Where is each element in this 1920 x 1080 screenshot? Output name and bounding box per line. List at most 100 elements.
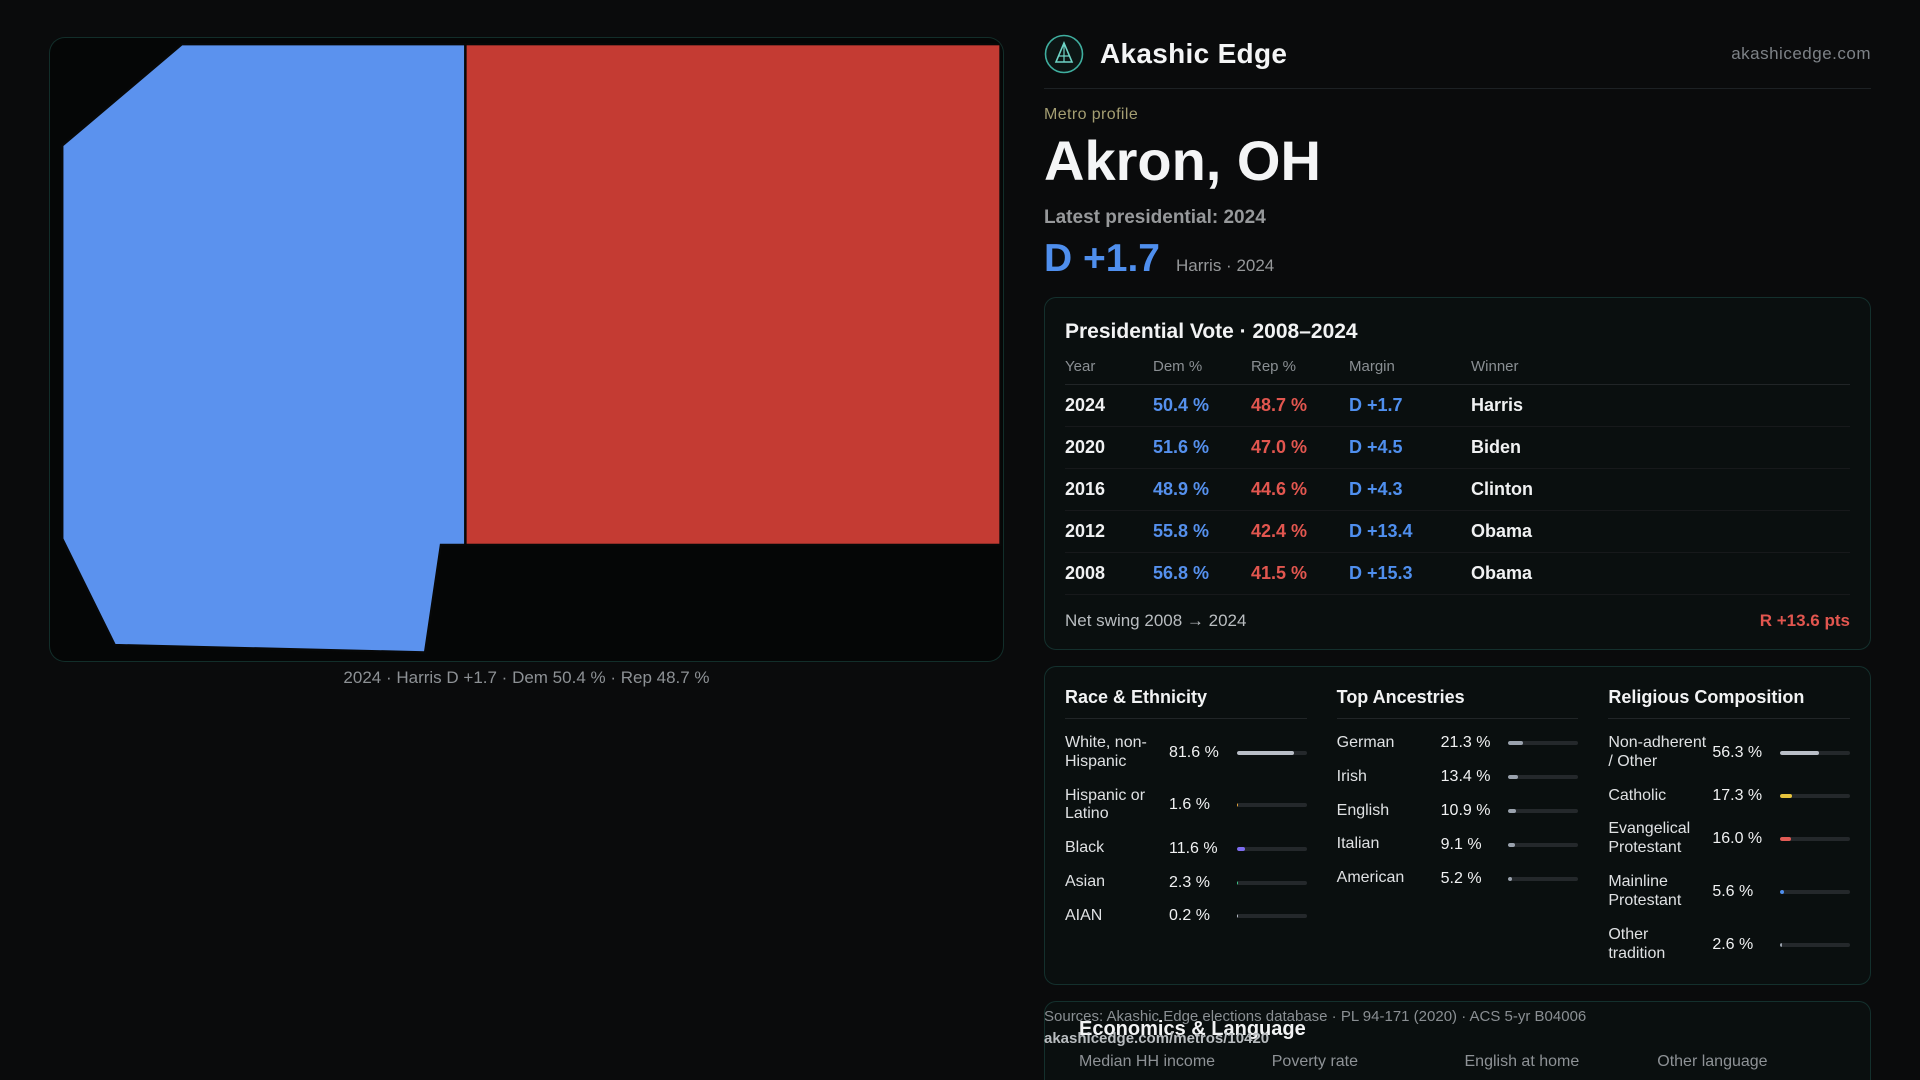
demo-row: American 5.2 % — [1337, 869, 1579, 888]
demo-row: Catholic 17.3 % — [1608, 787, 1850, 806]
demo-value: 2.6 % — [1712, 935, 1754, 953]
demo-bar-track — [1780, 793, 1850, 798]
cell-margin: D +15.3 — [1349, 562, 1413, 583]
cell-winner: Clinton — [1471, 478, 1533, 499]
economics-panel: Economics & Language Median HH income $5… — [1044, 1000, 1871, 1080]
cell-year: 2012 — [1065, 520, 1106, 541]
demo-bar-fill — [1508, 775, 1518, 780]
cell-rep: 47.0 % — [1251, 436, 1308, 457]
metro-profile-kicker: Metro profile — [1044, 106, 1139, 123]
vote-table-row: 2020 51.6 % 47.0 % D +4.5 Biden — [1065, 427, 1850, 469]
header-divider — [1044, 88, 1871, 89]
map-caption: 2024 · Harris D +1.7 · Dem 50.4 % · Rep … — [343, 668, 710, 687]
headline-margin-context: Harris · 2024 — [1176, 255, 1275, 275]
demo-value: 1.6 % — [1169, 796, 1210, 814]
cell-margin: D +1.7 — [1349, 394, 1403, 415]
demo-bar-track — [1780, 890, 1850, 895]
stat-label: Median HH income — [1079, 1052, 1216, 1070]
net-swing-value: R +13.6 pts — [1759, 610, 1850, 630]
headline-margin: D +1.7 Harris · 2024 — [1044, 237, 1871, 281]
demo-value: 9.1 % — [1440, 835, 1482, 853]
demo-bar-fill — [1508, 842, 1515, 847]
demo-bar-track — [1236, 914, 1307, 919]
stat-value: 94.4 % — [1465, 1079, 1658, 1080]
demo-bar-fill — [1780, 890, 1784, 895]
site-domain-link[interactable]: akashicedge.com — [1731, 44, 1871, 63]
sources-footer: Sources: Akashic Edge elections database… — [1044, 1006, 1586, 1050]
county-shape-dem — [60, 42, 467, 654]
cell-margin: D +4.3 — [1349, 478, 1403, 499]
religious-composition-column: Religious Composition Non-adherent / Oth… — [1608, 687, 1850, 964]
demo-row: Mainline Protestant 5.6 % — [1608, 873, 1850, 911]
stat-value: 5.6 % — [1657, 1079, 1850, 1080]
demo-value: 0.2 % — [1169, 907, 1210, 925]
col-winner: Winner — [1471, 357, 1519, 375]
economics-stats: Median HH income $54,132 Poverty rate 12… — [1079, 1053, 1850, 1080]
demo-bar-track — [1508, 876, 1579, 881]
cell-year: 2008 — [1065, 562, 1106, 583]
vote-table-row: 2024 50.4 % 48.7 % D +1.7 Harris — [1065, 385, 1850, 427]
demo-bar-track — [1508, 842, 1579, 847]
demo-bar-fill — [1780, 750, 1820, 755]
cell-margin: D +13.4 — [1349, 520, 1413, 541]
latest-presidential-label: Latest presidential: 2024 — [1044, 206, 1266, 228]
cell-dem: 51.6 % — [1153, 436, 1210, 457]
cell-winner: Obama — [1471, 520, 1533, 541]
cell-dem: 55.8 % — [1153, 520, 1210, 541]
stat-label: Poverty rate — [1271, 1052, 1359, 1070]
cell-dem: 50.4 % — [1153, 394, 1210, 415]
demo-label: Italian — [1336, 835, 1380, 853]
demo-bar-fill — [1236, 803, 1238, 808]
demo-label: American — [1336, 869, 1405, 887]
net-swing-row: Net swing 2008 → 2024 R +13.6 pts — [1065, 597, 1850, 631]
brand-logo-icon — [1044, 34, 1084, 74]
stat-other-language: Other language 5.6 % — [1657, 1053, 1850, 1080]
county-map — [60, 42, 1002, 654]
stat-label: Other language — [1657, 1052, 1768, 1070]
cell-dem: 48.9 % — [1153, 478, 1210, 499]
demo-label: Mainline Protestant — [1608, 873, 1682, 910]
demo-row: Black 11.6 % — [1065, 839, 1307, 858]
map-card — [49, 37, 1004, 662]
vote-table-row: 2008 56.8 % 41.5 % D +15.3 Obama — [1065, 553, 1850, 595]
col-dem: Dem % — [1153, 357, 1203, 375]
demo-bar-fill — [1780, 793, 1793, 798]
demo-bar-fill — [1780, 837, 1792, 842]
demo-label: Irish — [1336, 767, 1367, 785]
col-margin: Margin — [1349, 357, 1395, 375]
demo-bar-fill — [1780, 942, 1782, 947]
county-shape-rep — [464, 42, 1002, 547]
demo-label: Black — [1065, 839, 1105, 857]
economics-title: Economics & Language — [1079, 1017, 1306, 1040]
demo-bar-track — [1780, 750, 1850, 755]
permalink-link[interactable]: akashicedge.com/metros/10420 — [1044, 1029, 1270, 1047]
demo-bar-fill — [1508, 808, 1516, 813]
cell-margin: D +4.5 — [1349, 436, 1403, 457]
sources-line: Sources: Akashic Edge elections database… — [1044, 1008, 1587, 1025]
page-title: Akron, OH — [1044, 129, 1321, 192]
col-year: Year — [1065, 357, 1096, 375]
demo-bar-track — [1780, 837, 1850, 842]
cell-dem: 56.8 % — [1153, 562, 1210, 583]
demo-bar-fill — [1236, 846, 1245, 851]
net-swing-label: Net swing 2008 → 2024 — [1065, 610, 1247, 630]
demo-bar-track — [1508, 741, 1579, 746]
cell-year: 2016 — [1065, 478, 1106, 499]
demo-value: 10.9 % — [1440, 801, 1491, 819]
demo-bar-track — [1236, 880, 1307, 885]
demo-bar-fill — [1508, 876, 1512, 881]
presidential-vote-panel: Presidential Vote · 2008–2024 Year Dem %… — [1044, 296, 1871, 650]
cell-rep: 48.7 % — [1251, 394, 1308, 415]
demo-value: 2.3 % — [1169, 873, 1210, 891]
demo-bar-track — [1508, 775, 1579, 780]
demo-label: Other tradition — [1608, 925, 1666, 962]
vote-table-header: Year Dem % Rep % Margin Winner — [1065, 358, 1850, 385]
demo-label: Non-adherent / Other — [1608, 733, 1707, 770]
stat-english-at-home: English at home 94.4 % — [1465, 1053, 1658, 1080]
cell-rep: 44.6 % — [1251, 478, 1308, 499]
demo-label: White, non-Hispanic — [1065, 733, 1147, 770]
vote-table-row: 2016 48.9 % 44.6 % D +4.3 Clinton — [1065, 469, 1850, 511]
vote-table-row: 2012 55.8 % 42.4 % D +13.4 Obama — [1065, 511, 1850, 553]
demo-row: English 10.9 % — [1337, 802, 1579, 821]
demo-value: 56.3 % — [1712, 743, 1763, 761]
